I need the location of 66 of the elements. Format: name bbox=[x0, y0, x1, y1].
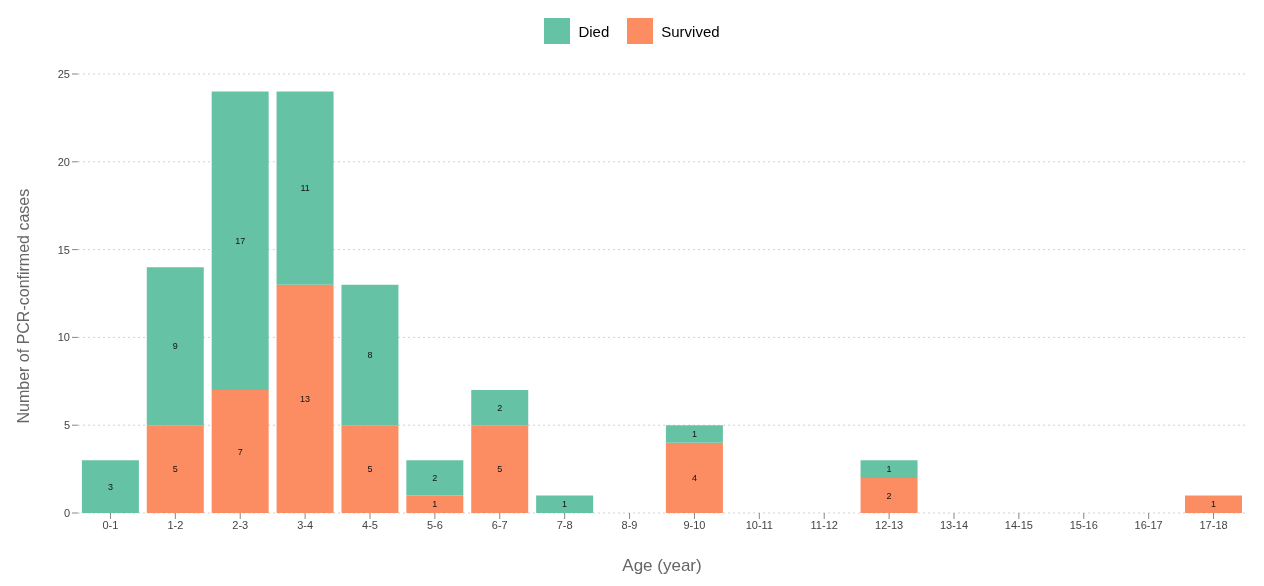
bar bbox=[471, 390, 529, 426]
bar bbox=[276, 284, 334, 513]
data-label: 1 bbox=[432, 499, 438, 510]
y-tick-label: 0 bbox=[63, 506, 70, 519]
x-tick-label: 14-15 bbox=[1004, 518, 1033, 531]
bar bbox=[406, 495, 464, 513]
data-label: 2 bbox=[886, 490, 892, 501]
y-axis-title: Number of PCR-confirmed cases bbox=[14, 188, 32, 424]
data-label: 8 bbox=[367, 350, 373, 361]
bar bbox=[406, 460, 464, 496]
data-label: 9 bbox=[172, 341, 178, 352]
x-axis-title: Age (year) bbox=[622, 556, 702, 575]
x-tick-label: 0-1 bbox=[102, 518, 119, 531]
y-tick-label: 15 bbox=[57, 243, 70, 256]
x-tick-label: 17-18 bbox=[1199, 518, 1228, 531]
bar bbox=[665, 425, 723, 443]
bar bbox=[665, 442, 723, 513]
bar bbox=[211, 390, 269, 513]
x-tick-label: 5-6 bbox=[426, 518, 443, 531]
bar bbox=[146, 425, 204, 513]
x-tick-label: 2-3 bbox=[232, 518, 249, 531]
bar bbox=[341, 425, 399, 513]
x-tick-label: 11-12 bbox=[810, 518, 838, 531]
x-tick-label: 3-4 bbox=[297, 518, 314, 531]
data-label: 1 bbox=[1211, 499, 1217, 510]
data-label: 5 bbox=[367, 464, 373, 475]
data-label: 2 bbox=[497, 402, 503, 413]
data-label: 5 bbox=[497, 464, 503, 475]
x-tick-label: 9-10 bbox=[683, 518, 706, 531]
bar bbox=[1185, 495, 1242, 513]
x-tick-label: 13-14 bbox=[939, 518, 969, 531]
legend-label: Died bbox=[578, 22, 610, 40]
x-tick-label: 15-16 bbox=[1069, 518, 1098, 531]
data-label: 1 bbox=[562, 499, 568, 510]
data-label: 1 bbox=[691, 429, 697, 440]
bar bbox=[81, 460, 139, 513]
y-tick-label: 25 bbox=[57, 67, 70, 80]
x-tick-label: 1-2 bbox=[167, 518, 184, 531]
x-tick-label: 6-7 bbox=[491, 518, 508, 531]
x-tick-label: 4-5 bbox=[362, 518, 378, 531]
data-label: 5 bbox=[172, 464, 178, 475]
data-label: 11 bbox=[300, 183, 310, 194]
data-label: 13 bbox=[300, 394, 311, 405]
bar bbox=[211, 91, 269, 391]
bar bbox=[860, 460, 918, 478]
data-label: 7 bbox=[237, 446, 243, 457]
data-label: 4 bbox=[691, 473, 697, 484]
legend-label: Survived bbox=[661, 22, 720, 40]
bar bbox=[536, 495, 594, 513]
bar bbox=[341, 284, 399, 426]
y-tick-label: 5 bbox=[63, 419, 70, 432]
x-tick-label: 16-17 bbox=[1134, 518, 1163, 531]
bar bbox=[146, 267, 204, 426]
y-tick-label: 20 bbox=[57, 155, 70, 168]
x-tick-label: 10-11 bbox=[745, 518, 773, 531]
x-tick-label: 7-8 bbox=[556, 518, 573, 531]
x-tick-label: 8-9 bbox=[621, 518, 638, 531]
data-label: 3 bbox=[107, 481, 113, 492]
bar bbox=[471, 425, 529, 513]
bar bbox=[860, 477, 918, 513]
data-label: 17 bbox=[235, 236, 246, 247]
data-label: 1 bbox=[886, 464, 892, 475]
x-tick-label: 12-13 bbox=[875, 518, 904, 531]
bar bbox=[276, 91, 334, 285]
y-tick-label: 10 bbox=[57, 331, 70, 344]
data-label: 2 bbox=[432, 473, 438, 484]
